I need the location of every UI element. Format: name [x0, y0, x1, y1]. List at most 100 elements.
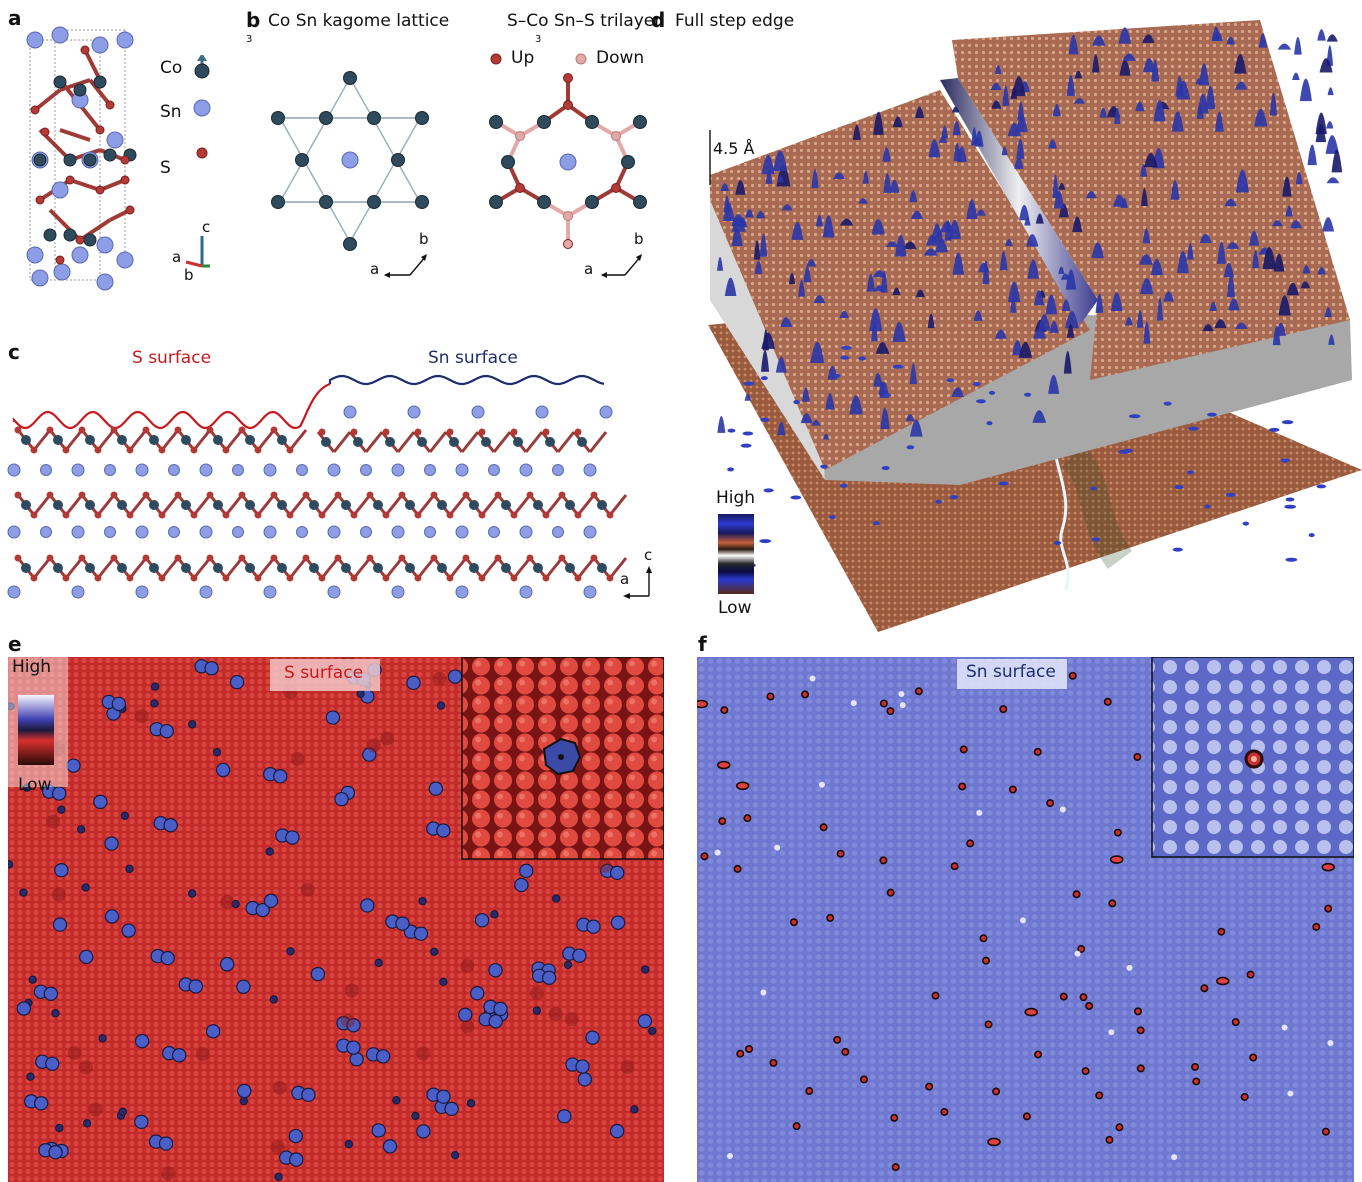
- side-bond: [384, 557, 404, 579]
- side-bond: [128, 429, 148, 451]
- side-sn-atom: [135, 463, 149, 477]
- topography-peak: [892, 287, 901, 296]
- projection-defect: [1174, 485, 1184, 490]
- sn-vacancy: [1105, 1135, 1114, 1144]
- side-bond: [608, 557, 628, 579]
- bright-spot: [774, 844, 781, 851]
- topography-peak: [1289, 220, 1302, 229]
- topography-peak: [1110, 292, 1123, 312]
- topography-peak: [1150, 258, 1163, 276]
- sn-vacancy: [1081, 1067, 1090, 1076]
- topography-peak: [882, 147, 891, 162]
- b1-axis-a: a: [370, 260, 380, 278]
- side-sn-atom: [519, 525, 533, 539]
- side-s-atom: [14, 554, 22, 562]
- projection-defect: [839, 483, 848, 488]
- topography-peak: [866, 273, 876, 292]
- sn-atom: [106, 131, 124, 149]
- side-bond: [64, 494, 84, 516]
- side-co-atom: [597, 500, 607, 510]
- topography-peak: [1223, 262, 1234, 278]
- side-co-atom: [341, 500, 351, 510]
- adatom-pair: [49, 1146, 62, 1159]
- topography-peak: [759, 233, 768, 257]
- side-s-atom: [558, 554, 566, 562]
- adatom: [578, 1073, 591, 1086]
- adatom: [56, 1125, 63, 1132]
- side-s-atom: [126, 446, 134, 454]
- side-s-atom: [302, 554, 310, 562]
- side-bond: [480, 557, 500, 579]
- panel-e-stm-image: [8, 657, 664, 1182]
- side-s-atom: [510, 574, 518, 582]
- sn-vacancy: [1133, 752, 1142, 761]
- topography-peak: [811, 419, 821, 426]
- side-co-atom: [449, 437, 459, 447]
- side-sn-atom: [135, 585, 149, 599]
- sn-surface-curve: [328, 374, 605, 386]
- side-co-atom: [309, 563, 319, 573]
- sn-atom: [26, 31, 44, 49]
- side-s-atom: [286, 511, 294, 519]
- side-sn-atom: [263, 463, 277, 477]
- side-s-atom: [494, 554, 502, 562]
- side-co-atom: [309, 500, 319, 510]
- sn-vacancy: [1079, 993, 1088, 1002]
- topography-peak: [1085, 191, 1097, 199]
- panel-b-axes-1: [384, 254, 427, 278]
- side-sn-atom: [7, 585, 21, 599]
- topography-peak: [871, 321, 878, 342]
- sn-vacancy: [879, 699, 888, 708]
- side-s-atom: [46, 554, 54, 562]
- side-bond: [32, 429, 52, 451]
- e-colorbar: [18, 695, 54, 765]
- side-co-atom: [149, 435, 159, 445]
- topography-peak: [1002, 85, 1010, 106]
- projection-defect: [881, 466, 890, 471]
- topography-peak: [1299, 78, 1312, 102]
- sn-vacancy: [1240, 1092, 1249, 1101]
- projection-defect: [1281, 420, 1294, 425]
- topography-peak: [731, 214, 746, 227]
- projection-defect: [760, 417, 770, 422]
- topography-peak: [1326, 177, 1340, 184]
- kagome-co-atom: [271, 111, 285, 125]
- topography-peak: [1252, 250, 1260, 269]
- side-sn-atom: [263, 585, 277, 599]
- adatom: [631, 1106, 638, 1113]
- sn-vacancy: [914, 687, 923, 696]
- side-sn-atom: [391, 585, 405, 599]
- topography-peak: [1202, 323, 1214, 332]
- sn-vacancy: [836, 849, 845, 858]
- adatom: [520, 864, 533, 877]
- adatom: [151, 700, 158, 707]
- s-atom: [80, 45, 90, 55]
- adatom: [417, 1125, 430, 1138]
- side-s-atom: [382, 511, 390, 519]
- topography-peak: [1324, 307, 1332, 317]
- projection-defect: [740, 443, 752, 448]
- side-co-atom: [577, 437, 587, 447]
- topography-peak: [1140, 278, 1154, 295]
- s-atom: [95, 125, 105, 135]
- side-s-atom: [318, 511, 326, 519]
- projection-defect: [1269, 427, 1280, 432]
- projection-defect: [1187, 470, 1194, 475]
- side-co-atom: [21, 563, 31, 573]
- adatom: [105, 837, 118, 850]
- topography-peak: [800, 413, 813, 424]
- side-sn-atom: [71, 463, 85, 477]
- topography-peak: [858, 198, 868, 204]
- side-s-atom: [350, 511, 358, 519]
- sn-vacancy: [805, 1087, 814, 1096]
- topography-peak: [892, 321, 906, 342]
- side-bond: [608, 494, 628, 516]
- sn-vacancy: [1033, 747, 1042, 756]
- side-sn-atom: [135, 525, 149, 539]
- bond: [88, 78, 112, 107]
- topography-peak: [1074, 70, 1083, 79]
- topography-peak: [1224, 198, 1237, 207]
- topography-peak: [952, 252, 965, 275]
- topography-peak: [1019, 204, 1030, 221]
- projection-defect: [986, 421, 993, 426]
